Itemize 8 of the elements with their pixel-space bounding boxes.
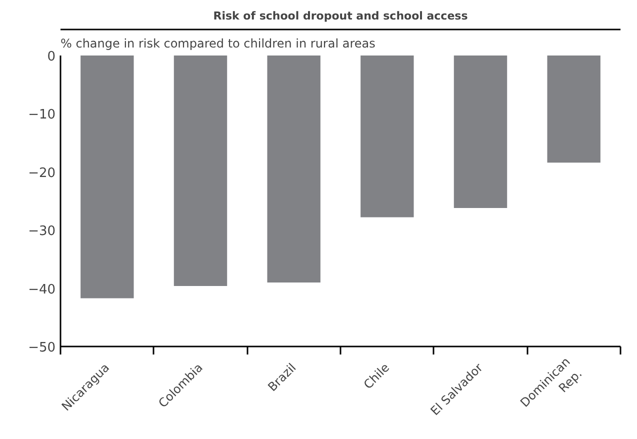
y-tick-label: −50 <box>28 340 56 356</box>
y-tick-label: −20 <box>28 166 56 181</box>
y-tick-label: 0 <box>47 50 56 64</box>
chart-title: Risk of school dropout and school access <box>213 10 468 22</box>
y-axis-title: % change in risk compared to children in rural areas <box>60 36 376 50</box>
y-tick-label: −10 <box>28 108 56 123</box>
y-tick-label: −40 <box>28 282 56 298</box>
y-tick-label: −30 <box>28 224 56 240</box>
